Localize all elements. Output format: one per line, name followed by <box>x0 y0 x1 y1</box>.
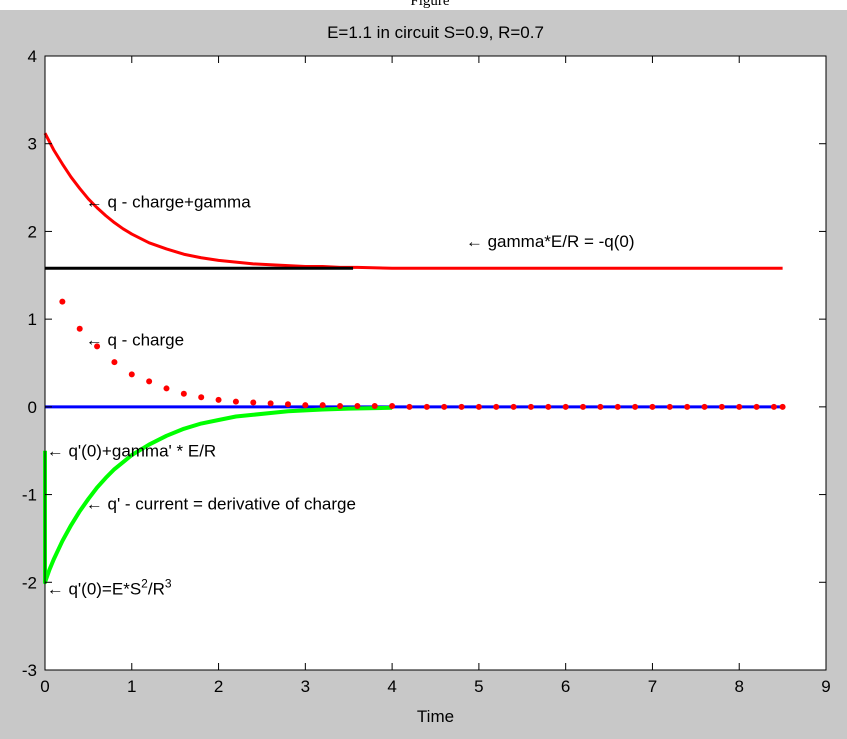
chart-title: E=1.1 in circuit S=0.9, R=0.7 <box>327 23 544 42</box>
data-point <box>406 403 413 410</box>
data-point <box>475 403 482 410</box>
data-point <box>614 403 621 410</box>
data-point <box>510 403 517 410</box>
y-tick-label: -1 <box>22 486 37 505</box>
data-point <box>649 403 656 410</box>
data-point <box>597 403 604 410</box>
data-point <box>562 403 569 410</box>
x-tick-label: 3 <box>301 677 310 696</box>
data-point <box>371 402 378 409</box>
data-point <box>284 401 291 408</box>
figure-caption: Figure <box>410 0 450 9</box>
y-tick-label: 3 <box>28 135 37 154</box>
x-tick-label: 4 <box>387 677 396 696</box>
data-point <box>163 385 170 392</box>
data-point <box>441 403 448 410</box>
data-point <box>684 403 691 410</box>
x-tick-label: 6 <box>561 677 570 696</box>
ticks-layer: 0 1 2 3 4 5 6 7 8 9 -3 -2 -1 0 1 2 3 4 <box>22 47 831 696</box>
data-point <box>232 398 239 405</box>
annotation: ← q'(0)+gamma' * E/R <box>47 442 216 461</box>
data-point <box>319 402 326 409</box>
data-point <box>632 403 639 410</box>
data-point <box>493 403 500 410</box>
data-point <box>250 399 257 406</box>
x-axis-label: Time <box>417 707 454 726</box>
data-point <box>389 402 396 409</box>
data-point <box>718 403 725 410</box>
data-point <box>76 325 83 332</box>
x-tick-label: 9 <box>821 677 830 696</box>
data-point <box>267 400 274 407</box>
x-tick-label: 5 <box>474 677 483 696</box>
data-point <box>94 343 101 350</box>
x-tick-label: 7 <box>648 677 657 696</box>
data-point <box>180 390 187 397</box>
data-point <box>302 402 309 409</box>
x-tick-label: 8 <box>734 677 743 696</box>
data-point <box>753 403 760 410</box>
data-point <box>337 402 344 409</box>
series-line <box>43 132 783 270</box>
data-point <box>128 371 135 378</box>
data-point <box>146 378 153 385</box>
data-point <box>527 403 534 410</box>
annotation: ← q'(0)=E*S2/R3 <box>47 576 172 598</box>
annotation: ← q - charge <box>86 330 184 349</box>
annotations-layer: ← q - charge+gamma ← gamma*E/R = -q(0) ← q… <box>47 193 635 599</box>
data-point <box>770 403 777 410</box>
axes-box <box>44 55 827 671</box>
data-point <box>354 402 361 409</box>
y-tick-label: -2 <box>22 573 37 592</box>
series-layer <box>43 132 786 585</box>
data-point <box>736 403 743 410</box>
data-point <box>779 403 786 410</box>
data-point <box>580 403 587 410</box>
data-point <box>545 403 552 410</box>
y-tick-label: 4 <box>28 47 37 66</box>
series-line <box>43 405 393 585</box>
data-point <box>215 396 222 403</box>
x-tick-label: 2 <box>214 677 223 696</box>
data-point <box>59 298 66 305</box>
x-tick-label: 0 <box>40 677 49 696</box>
axes-background <box>45 56 826 670</box>
data-point <box>111 359 118 366</box>
annotation: ← gamma*E/R = -q(0) <box>466 232 635 251</box>
x-tick-label: 1 <box>127 677 136 696</box>
data-point <box>701 403 708 410</box>
data-point <box>198 394 205 401</box>
annotation: ← q' - current = derivative of charge <box>86 494 356 513</box>
data-point <box>423 403 430 410</box>
y-tick-label: 2 <box>28 222 37 241</box>
data-point <box>666 403 673 410</box>
y-tick-label: 0 <box>28 398 37 417</box>
y-tick-label: 1 <box>28 310 37 329</box>
annotation: ← q - charge+gamma <box>86 193 251 212</box>
y-tick-label: -3 <box>22 661 37 680</box>
data-point <box>458 403 465 410</box>
